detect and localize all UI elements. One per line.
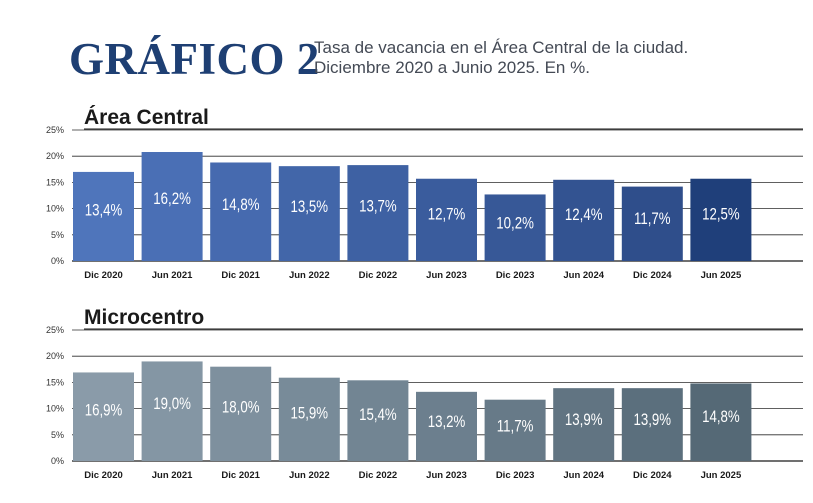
x-axis: Dic 2020 Jun 2021 Dic 2021 Jun 2022 Dic 2022… [84, 270, 742, 281]
bar-value-label: 12,7% [428, 205, 466, 224]
bar [484, 194, 546, 261]
x-tick-label: Jun 2023 [426, 270, 467, 281]
x-tick-label: Dic 2021 [221, 270, 260, 281]
y-tick-label: 25% [46, 325, 64, 335]
bar-value-label: 11,7% [497, 417, 534, 436]
bar-value-label: 13,5% [291, 197, 329, 216]
y-axis: 0% 5% 10% 15% 20% 25% [46, 125, 64, 266]
x-tick-label: Jun 2023 [426, 470, 467, 481]
y-tick-label: 5% [51, 430, 64, 440]
subtitle-line-1: Tasa de vacancia en el Área Central de l… [314, 38, 689, 57]
microcentro-chart: Microcentro 0%5%10%15%20%25% 16,9% 19,0% 1… [46, 306, 803, 481]
bar-value-label: 15,4% [359, 406, 397, 425]
bar-value-label: 11,7% [634, 209, 671, 228]
bars: 13,4% 16,2% 14,8% 13,5% 13,7% 12,7% 10,2% 12,4%… [73, 152, 752, 261]
x-tick-label: Dic 2021 [221, 470, 260, 481]
x-tick-label: Dic 2020 [84, 470, 123, 481]
bar [690, 178, 752, 261]
bar-value-label: 16,2% [153, 189, 191, 208]
bar-value-label: 10,2% [496, 214, 534, 233]
y-tick-label: 10% [46, 204, 64, 214]
x-tick-label: Dic 2022 [359, 470, 398, 481]
bar-value-label: 13,7% [359, 197, 397, 216]
x-tick-label: Jun 2024 [563, 470, 604, 481]
bar [553, 388, 615, 461]
x-tick-label: Dic 2024 [633, 270, 672, 281]
x-tick-label: Jun 2022 [289, 470, 330, 481]
chart-title: Microcentro [84, 306, 204, 329]
bar [278, 377, 340, 461]
x-tick-label: Jun 2025 [701, 270, 742, 281]
bar-value-label: 13,9% [565, 410, 603, 429]
bar [484, 399, 546, 461]
figure-subtitle: Tasa de vacancia en el Área Central de l… [314, 38, 688, 78]
bar [73, 171, 134, 261]
bar-value-label: 13,2% [428, 412, 466, 431]
bar-value-label: 16,9% [85, 401, 123, 420]
bar [210, 366, 272, 461]
figure-label: GRÁFICO 2 [69, 34, 320, 84]
bar [347, 165, 409, 261]
bar-value-label: 14,8% [702, 408, 740, 427]
bar-value-label: 13,4% [85, 201, 123, 220]
bar-value-label: 15,9% [291, 404, 329, 423]
x-tick-label: Dic 2024 [633, 470, 672, 481]
x-tick-label: Dic 2020 [84, 270, 123, 281]
figure-header: GRÁFICO 2 Tasa de vacancia en el Área Ce… [0, 0, 813, 100]
bar [141, 152, 203, 261]
bar [416, 391, 477, 461]
x-tick-label: Jun 2021 [152, 270, 193, 281]
bar [210, 162, 272, 261]
y-tick-label: 20% [46, 351, 64, 361]
x-tick-label: Dic 2023 [496, 270, 535, 281]
bar-value-label: 12,5% [702, 205, 740, 224]
bar [621, 186, 683, 261]
bar [621, 388, 683, 461]
y-tick-label: 20% [46, 151, 64, 161]
x-tick-label: Dic 2023 [496, 470, 535, 481]
bars: 16,9% 19,0% 18,0% 15,9% 15,4% 13,2% 11,7% 13,9%… [73, 361, 752, 461]
bar [347, 380, 409, 461]
bar [553, 179, 615, 261]
x-axis: Dic 2020 Jun 2021 Dic 2021 Jun 2022 Dic 2022… [84, 470, 742, 481]
y-tick-label: 15% [46, 377, 64, 387]
bar [690, 383, 752, 461]
y-tick-label: 25% [46, 125, 64, 135]
x-tick-label: Dic 2022 [359, 270, 398, 281]
bar-value-label: 14,8% [222, 195, 260, 214]
y-tick-label: 0% [51, 456, 64, 466]
x-tick-label: Jun 2024 [563, 270, 604, 281]
subtitle-line-2: Diciembre 2020 a Junio 2025. En %. [314, 58, 590, 77]
y-axis: 0% 5% 10% 15% 20% 25% [46, 325, 64, 466]
bar-value-label: 12,4% [565, 205, 603, 224]
chart-title: Área Central [84, 106, 209, 129]
bar-value-label: 13,9% [634, 410, 672, 429]
x-tick-label: Jun 2025 [701, 470, 742, 481]
bar [278, 166, 340, 261]
y-tick-label: 5% [51, 230, 64, 240]
y-tick-label: 10% [46, 404, 64, 414]
bar [141, 361, 203, 461]
bar [416, 178, 477, 261]
bar-value-label: 19,0% [153, 395, 191, 414]
y-tick-label: 15% [46, 177, 64, 187]
area-central-chart: Área Central 0% 5% 10% 15% 20% 25% 13,4% 16,2%… [46, 106, 803, 281]
x-tick-label: Jun 2021 [152, 470, 193, 481]
x-tick-label: Jun 2022 [289, 270, 330, 281]
y-tick-label: 0% [51, 256, 64, 266]
bar-value-label: 18,0% [222, 398, 260, 417]
bar [73, 372, 134, 461]
